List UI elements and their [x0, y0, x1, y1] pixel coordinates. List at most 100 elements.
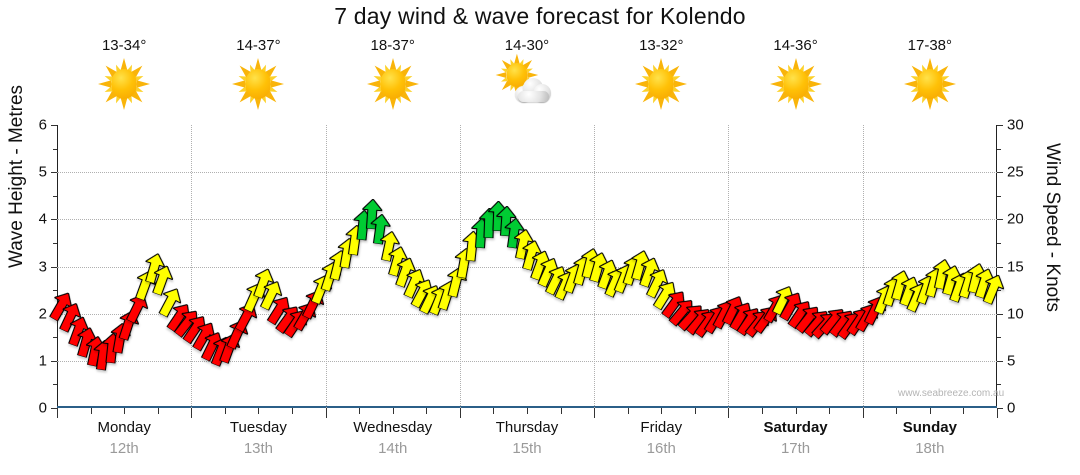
right-axis-tick: [997, 219, 1003, 221]
x-axis-tick: [224, 408, 226, 414]
day-name: Friday: [640, 419, 683, 436]
right-axis-tick: [997, 266, 1003, 268]
x-axis-tick: [896, 408, 898, 414]
left-axis-minor-tick: [53, 384, 57, 386]
left-axis-minor-tick: [53, 148, 57, 150]
right-axis-minor-tick: [997, 337, 1001, 339]
right-axis-tick-label: 20: [1007, 210, 1024, 228]
wind-arrow: [361, 198, 383, 230]
day-footer-wednesday: Wednesday 14th: [326, 418, 460, 459]
right-axis-tick-label: 30: [1007, 116, 1024, 134]
wind-arrow: [978, 271, 1008, 306]
x-axis-tick: [57, 408, 58, 418]
plot-area: 0 1 2 3 4 5 6 0 5 10 15 20 25 30: [39, 117, 1024, 418]
wind-arrow: [376, 229, 402, 263]
left-axis-minor-tick: [53, 242, 57, 244]
day-date: 12th: [109, 440, 139, 457]
x-axis-tick: [997, 408, 998, 418]
sunny-icon: [95, 56, 153, 112]
sunny-icon: [229, 56, 287, 112]
right-axis-tick-label: 15: [1007, 258, 1024, 275]
gridline-day-separator: [728, 125, 730, 408]
x-axis-tick: [359, 408, 361, 414]
day-header-strip: 13-34° 14-37° 18-37° 14-30° 13-32° 14-36° 17-3…: [57, 36, 997, 118]
left-axis-minor-tick: [53, 195, 57, 197]
day-name: Tuesday: [229, 419, 287, 436]
cloud-icon: [514, 78, 551, 102]
wind-arrow: [510, 227, 536, 261]
left-axis-tick: [51, 125, 57, 126]
wind-arrow: [368, 213, 392, 245]
day-name: Sunday: [902, 419, 957, 436]
temperature-range: 14-36°: [773, 37, 818, 54]
left-axis-tick: [51, 408, 57, 409]
day-date: 17th: [780, 440, 811, 457]
day-footer-strip: Monday 12th Tuesday 13th Wednesday 14th Thursd…: [57, 418, 997, 459]
left-axis-tick: [51, 266, 57, 268]
left-axis-minor-tick: [53, 290, 57, 292]
partly-cloudy-icon: [495, 53, 556, 112]
left-axis-tick-label: 4: [38, 210, 47, 228]
day-name: Thursday: [495, 419, 559, 436]
x-axis-tick: [90, 408, 92, 414]
gridline-day-separator: [862, 125, 864, 408]
temperature-range: 14-37°: [236, 37, 281, 54]
x-axis-tick: [963, 408, 965, 414]
day-header-wednesday: 18-37°: [326, 36, 460, 118]
page-title: 7 day wind & wave forecast for Kolendo: [334, 3, 746, 29]
day-footer-saturday: Saturday 17th: [728, 418, 862, 459]
gridline-horizontal: [57, 313, 997, 315]
day-header-thursday: 14-30°: [460, 36, 594, 118]
x-axis-tick: [929, 408, 931, 414]
x-axis-tick: [258, 408, 260, 414]
x-axis-tick: [694, 408, 696, 414]
wind-arrow: [147, 262, 176, 297]
left-axis-tick: [51, 219, 57, 221]
wind-arrow: [255, 277, 286, 313]
x-axis-tick: [527, 408, 528, 414]
day-name: Wednesday: [353, 419, 433, 436]
x-axis-tick: [795, 408, 797, 414]
left-axis-tick-label: 0: [38, 399, 47, 417]
day-date: 15th: [512, 440, 542, 457]
gridline-horizontal: [57, 219, 997, 221]
right-axis-tick: [997, 360, 1003, 362]
right-axis-tick: [997, 408, 1003, 409]
day-name: Monday: [97, 419, 151, 436]
day-header-friday: 13-32°: [594, 36, 728, 118]
left-axis-tick: [51, 360, 57, 362]
left-axis-minor-tick: [53, 337, 57, 339]
sunny-icon: [632, 56, 690, 112]
right-axis-tick-label: 0: [1007, 399, 1016, 417]
right-axis-minor-tick: [997, 290, 1001, 292]
day-date: 14th: [378, 440, 408, 457]
temperature-range: 13-32°: [639, 37, 684, 54]
sunny-icon: [901, 56, 959, 112]
day-footer-tuesday: Tuesday 13th: [191, 418, 325, 459]
x-axis-tick: [762, 408, 763, 414]
right-axis-minor-tick: [997, 384, 1001, 386]
left-axis-tick-label: 6: [38, 116, 47, 134]
day-header-sunday: 17-38°: [863, 36, 997, 118]
x-axis-tick: [862, 408, 864, 418]
right-axis-tick: [997, 313, 1003, 315]
x-axis-tick: [392, 408, 394, 414]
wind-arrow: [121, 290, 152, 326]
day-footer-thursday: Thursday 15th: [460, 418, 594, 459]
x-axis-tick: [627, 408, 629, 414]
temperature-range: 13-34°: [101, 37, 147, 54]
day-header-tuesday: 14-37°: [191, 36, 325, 118]
day-header-saturday: 14-36°: [728, 36, 862, 118]
x-axis-tick: [459, 408, 461, 418]
x-axis-tick: [157, 408, 159, 414]
x-axis-tick: [594, 408, 596, 418]
left-axis-tick-label: 5: [38, 163, 47, 181]
right-axis-tick: [997, 172, 1003, 174]
x-axis-tick: [829, 408, 831, 414]
right-axis-minor-tick: [997, 195, 1001, 197]
left-axis-tick: [51, 172, 57, 174]
temperature-range: 14-30°: [504, 37, 550, 54]
day-name: Saturday: [763, 419, 828, 436]
gridline-day-separator: [191, 125, 193, 408]
